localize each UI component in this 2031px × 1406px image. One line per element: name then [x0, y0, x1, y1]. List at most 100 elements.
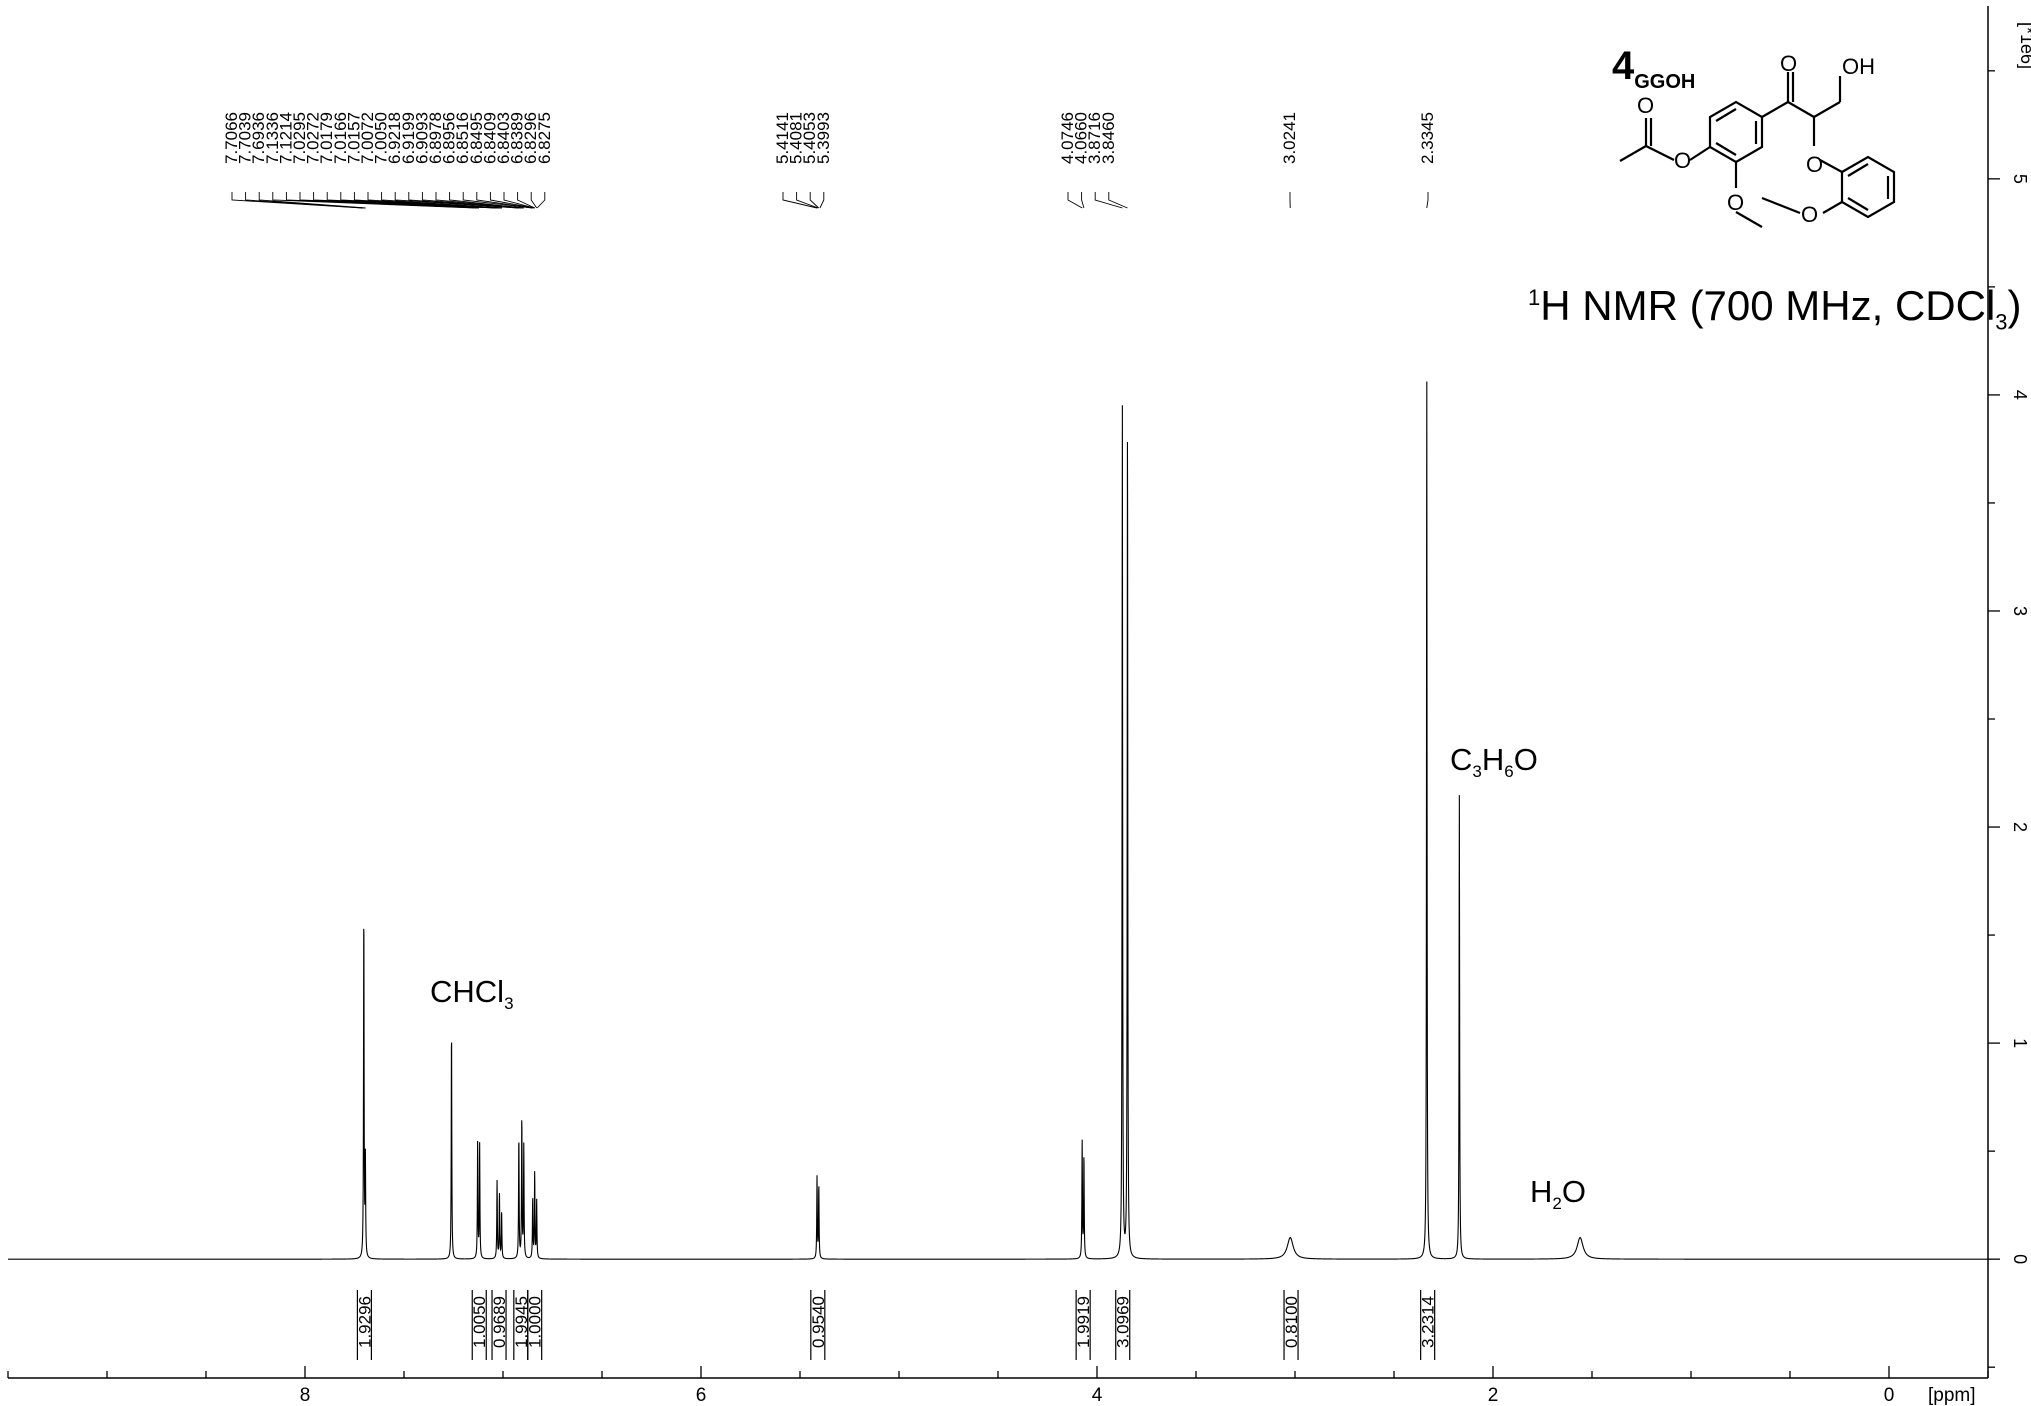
x-tick-label: 0: [1884, 1385, 1895, 1406]
y-axis-label: [*1e6]: [2017, 22, 2031, 69]
spectrum-title: 1H NMR (700 MHz, CDCl3): [1528, 282, 2022, 335]
integral-value-label: 3.2314: [1419, 1296, 1438, 1348]
integral-value-label: 0.9540: [809, 1296, 828, 1348]
water-annotation: H2O: [1530, 1174, 1586, 1214]
svg-text:O: O: [1674, 148, 1691, 173]
peak-shift-label: 4.0660: [1072, 112, 1091, 164]
integral-value-label: 1.0050: [470, 1296, 489, 1348]
peak-shift-label: 7.0166: [331, 112, 350, 164]
integral-value-label: 0.8100: [1282, 1296, 1301, 1348]
peak-shift-label: 6.9093: [412, 112, 431, 164]
y-tick-label: 1: [2010, 1038, 2030, 1048]
y-tick-label: 4: [2010, 390, 2030, 400]
peak-shift-label: 6.8495: [467, 112, 486, 164]
chcl3-annotation: CHCl3: [430, 974, 514, 1014]
peak-shift-label: 6.9199: [399, 112, 418, 164]
peak-shift-label: 6.8956: [440, 112, 459, 164]
peak-shift-label: 3.0241: [1280, 112, 1299, 164]
x-tick-group: 8 6 4 2 0: [7, 1366, 1989, 1406]
svg-text:O: O: [1727, 190, 1744, 215]
peak-shift-label: 6.8275: [535, 112, 554, 164]
peak-leader-line: [476, 192, 533, 209]
peak-shift-label: 5.4053: [800, 112, 819, 164]
peak-shift-label: 2.3345: [1418, 112, 1437, 164]
peak-leader-line: [285, 192, 479, 209]
peak-shift-label: 6.8296: [521, 112, 540, 164]
integral-value-label: 1.9296: [355, 1296, 374, 1348]
integral-value-label: 3.0969: [1114, 1296, 1133, 1348]
peak-shift-label: 5.3993: [814, 112, 833, 164]
y-tick-label: 0: [2010, 1254, 2030, 1264]
peak-leader-line: [435, 192, 524, 209]
peak-leader-line: [530, 192, 538, 209]
svg-text:O: O: [1801, 202, 1818, 227]
y-tick-label: 5: [2010, 174, 2030, 184]
peak-leader-line: [809, 192, 820, 209]
peak-shift-label: 7.0072: [358, 112, 377, 164]
x-tick-label: 2: [1488, 1385, 1499, 1406]
peak-shift-label: 7.6936: [249, 112, 268, 164]
peak-shift-label: 7.0295: [290, 112, 309, 164]
peak-shift-label: 7.0157: [344, 112, 363, 164]
peak-shift-label: 7.0272: [304, 112, 323, 164]
peak-shift-label: 7.0050: [372, 112, 391, 164]
peak-shift-label: 6.8516: [453, 112, 472, 164]
peak-leader-line: [782, 192, 818, 209]
integral-value-label: 0.9689: [490, 1296, 509, 1348]
x-axis-label: [ppm]: [1928, 1385, 1976, 1406]
integral-value-label: 1.9945: [512, 1296, 531, 1348]
peak-shift-label: 3.8460: [1099, 112, 1118, 164]
peak-label-group: 7.70667.70397.69367.13367.12147.02957.02…: [222, 112, 1437, 209]
peak-shift-label: 6.8409: [480, 112, 499, 164]
svg-text:O: O: [1637, 93, 1654, 118]
peak-leader-line: [536, 192, 546, 209]
peak-shift-label: 7.1336: [263, 112, 282, 164]
peak-shift-label: 6.8978: [426, 112, 445, 164]
peak-shift-label: 5.4141: [773, 112, 792, 164]
x-tick-label: 8: [300, 1385, 311, 1406]
peak-leader-line: [796, 192, 819, 209]
y-tick-label: 3: [2010, 606, 2030, 616]
peak-leader-line: [449, 192, 524, 209]
peak-leader-line: [462, 192, 533, 209]
peak-shift-label: 7.7066: [222, 112, 241, 164]
peak-shift-label: 5.4081: [787, 112, 806, 164]
peak-shift-label: 7.0179: [317, 112, 336, 164]
y-tick-group: 0 1 2 3 4 5: [1988, 70, 2030, 1368]
peak-leader-line: [517, 192, 536, 209]
peak-leader-line: [489, 192, 535, 209]
svg-text:O: O: [1780, 51, 1797, 76]
axes-group: [8, 6, 1989, 1379]
peak-leader-line: [381, 192, 503, 209]
peak-shift-label: 6.8389: [508, 112, 527, 164]
spectrum-trace: [8, 381, 1988, 1260]
y-tick-label: 2: [2010, 822, 2030, 832]
integral-value-label: 1.9919: [1074, 1296, 1093, 1348]
peak-leader-line: [1094, 192, 1123, 209]
peak-shift-label: 7.7039: [236, 112, 255, 164]
x-tick-label: 6: [696, 1385, 707, 1406]
peak-leader-line: [1067, 192, 1083, 209]
x-tick-label: 4: [1092, 1385, 1103, 1406]
peak-shift-label: 6.8403: [494, 112, 513, 164]
peak-leader-line: [1426, 192, 1429, 209]
peak-shift-label: 6.9218: [385, 112, 404, 164]
peak-leader-line: [1081, 192, 1085, 209]
molecule-structure: [1619, 72, 1896, 228]
peak-shift-label: 3.8716: [1085, 112, 1104, 164]
integral-value-label: 1.0000: [526, 1296, 545, 1348]
svg-text:OH: OH: [1842, 54, 1875, 79]
peak-shift-label: 4.0746: [1058, 112, 1077, 164]
peak-leader-line: [819, 192, 825, 209]
peak-leader-line: [408, 192, 519, 209]
peak-leader-line: [1108, 192, 1128, 209]
molecule-atom-labels: O OH O O O O O: [1637, 51, 1875, 227]
compound-number: 4GGOH: [1612, 44, 1696, 93]
peak-leader-line: [503, 192, 535, 209]
peak-leader-line: [421, 192, 521, 209]
acetone-annotation: C3H6O: [1450, 742, 1538, 782]
peak-leader-line: [258, 192, 366, 209]
svg-text:O: O: [1806, 152, 1823, 177]
